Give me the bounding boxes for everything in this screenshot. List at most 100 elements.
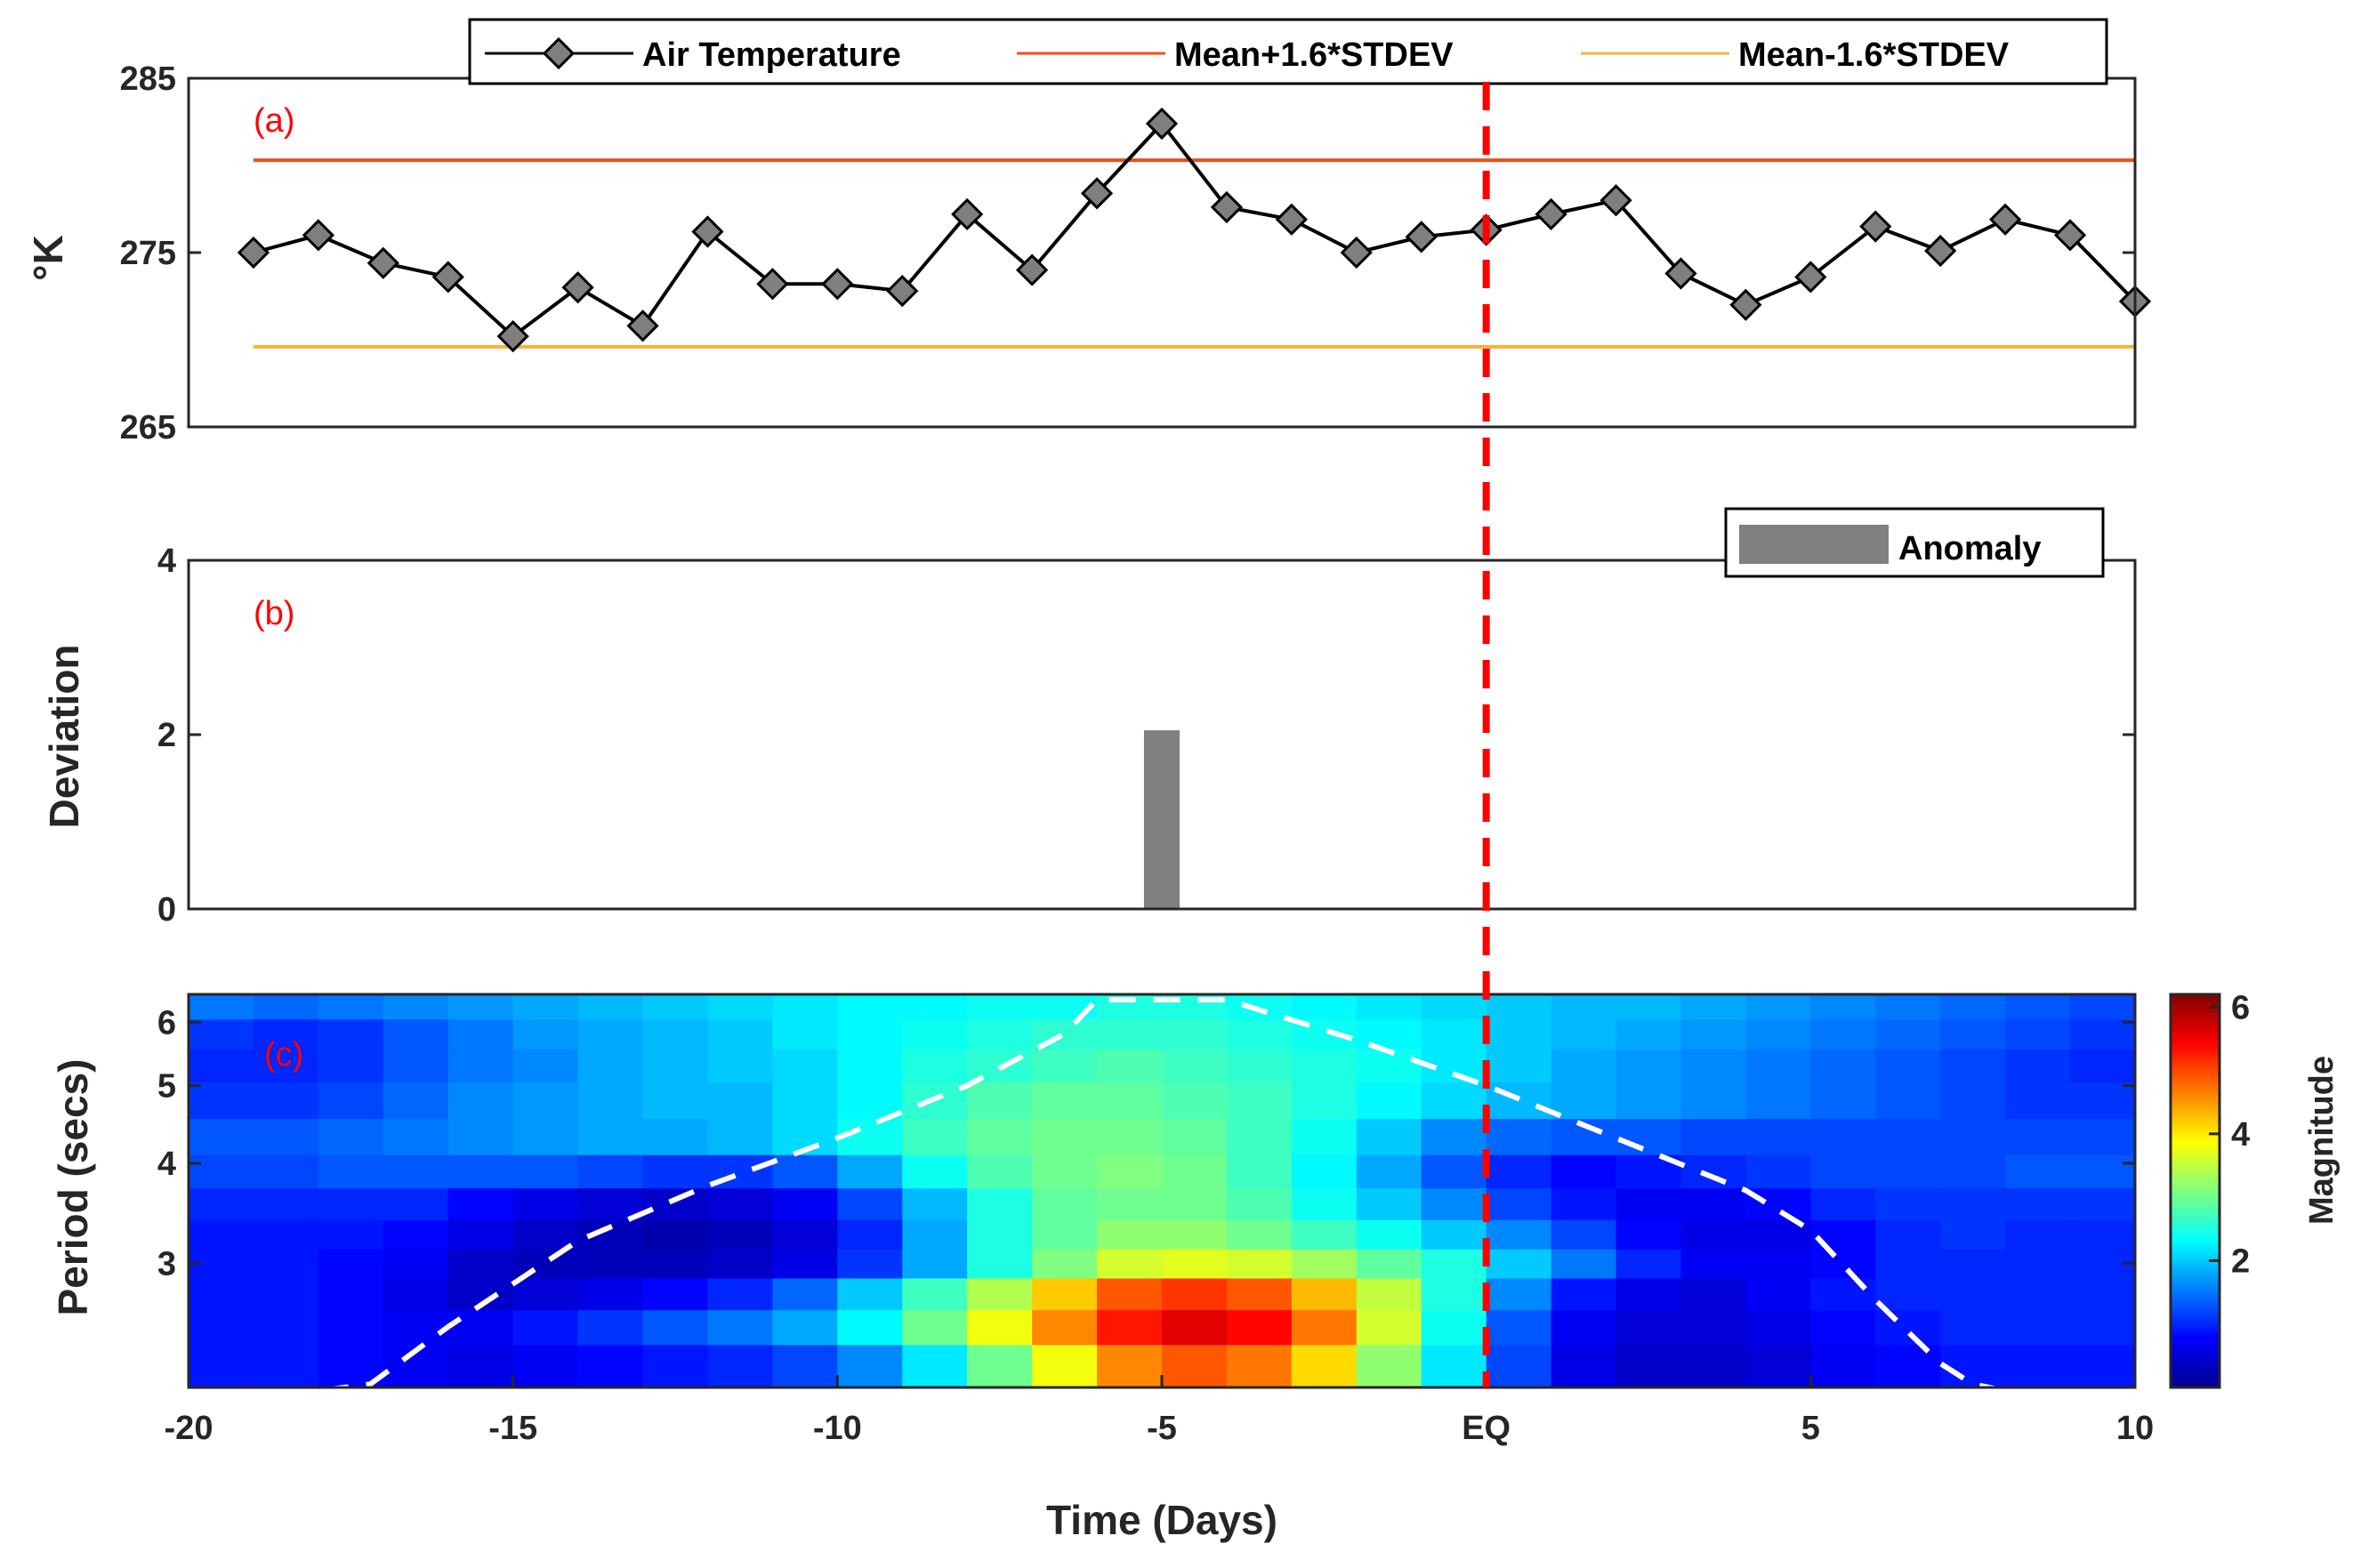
heatmap-cell (1810, 1188, 1876, 1221)
panel-a-legend: Air Temperature Mean+1.6*STDEV Mean-1.6*… (468, 18, 2108, 85)
heatmap-cell (2005, 1154, 2071, 1189)
heatmap-cell (1486, 1249, 1552, 1280)
heatmap-cell (1226, 1082, 1293, 1120)
heatmap-cell (2005, 1219, 2071, 1250)
panel-c-x-tick-label: 10 (2116, 1410, 2154, 1447)
heatmap-cell (2070, 1188, 2135, 1221)
heatmap-cell (1875, 1188, 1941, 1221)
heatmap-cell (577, 1345, 644, 1387)
legend-upper-label: Mean+1.6*STDEV (1174, 36, 1454, 74)
heatmap-cell (318, 1119, 384, 1156)
heatmap-cell (772, 1278, 838, 1311)
heatmap-cell (772, 994, 838, 1021)
panel-a-label: (a) (254, 102, 294, 140)
heatmap-cell (1940, 1310, 2006, 1347)
heatmap-cell (1032, 1188, 1098, 1221)
air-temperature-point (951, 197, 984, 231)
heatmap-cell (1032, 1154, 1098, 1189)
heatmap-cell (1875, 1278, 1941, 1311)
panel-b: 0 2 4 Deviation (b) Anomaly (41, 507, 2137, 929)
heatmap-cell (902, 1188, 968, 1221)
heatmap-cell (1940, 1154, 2006, 1189)
heatmap-cell (2070, 1219, 2135, 1250)
heatmap-cell (1745, 1188, 1811, 1221)
heatmap-cell (1097, 1219, 1163, 1250)
heatmap-cell (1421, 1345, 1487, 1387)
heatmap-cell (383, 1019, 449, 1050)
heatmap-cell (1551, 1278, 1617, 1311)
heatmap-cell (1680, 1188, 1746, 1221)
heatmap-cell (837, 1345, 903, 1387)
heatmap-cell (383, 1219, 449, 1250)
heatmap-cell (707, 1219, 773, 1250)
heatmap-cell (1616, 1278, 1682, 1311)
heatmap-cell (1940, 1082, 2006, 1120)
heatmap-cell (1616, 1188, 1682, 1221)
panel-b-y-tick-label: 2 (157, 717, 176, 754)
heatmap-cell (1356, 1249, 1422, 1280)
panel-b-label: (b) (254, 595, 294, 632)
cone-of-influence (323, 997, 2002, 1387)
air-temperature-point (1729, 288, 1762, 321)
panel-c-heatmap-cells (189, 994, 2135, 1387)
heatmap-cell (447, 1049, 514, 1083)
heatmap-cell (2005, 994, 2071, 1021)
heatmap-cell (837, 1154, 903, 1189)
heatmap-cell (2070, 1019, 2135, 1050)
heatmap-cell (642, 1219, 709, 1250)
heatmap-cell (189, 1082, 254, 1120)
colorbar-tick-label: 4 (2231, 1116, 2250, 1154)
heatmap-cell (318, 1019, 384, 1050)
legend-anomaly-swatch (1739, 525, 1889, 564)
heatmap-cell (1745, 1082, 1811, 1120)
heatmap-cell (1356, 1219, 1422, 1250)
heatmap-cell (318, 1219, 384, 1250)
panel-a-y-tick-label: 285 (120, 60, 176, 98)
heatmap-cell (189, 1049, 254, 1083)
heatmap-cell (1291, 1082, 1358, 1120)
heatmap-cell (1421, 1019, 1487, 1050)
heatmap-cell (253, 1345, 319, 1387)
heatmap-cell (1291, 1154, 1358, 1189)
heatmap-cell (1875, 1119, 1941, 1156)
panel-b-y-ticks: 0 2 4 (157, 543, 2135, 929)
heatmap-cell (1291, 1188, 1358, 1221)
heatmap-cell (707, 1345, 773, 1387)
heatmap-cell (1097, 1154, 1163, 1189)
heatmap-cell (1032, 1082, 1098, 1120)
heatmap-cell (1745, 1345, 1811, 1387)
air-temperature-line (253, 120, 2137, 339)
panel-b-y-axis-label: Deviation (41, 644, 87, 828)
heatmap-cell (1940, 1119, 2006, 1156)
heatmap-cell (1486, 1019, 1552, 1050)
heatmap-cell (1421, 1249, 1487, 1280)
heatmap-cell (1421, 1310, 1487, 1347)
air-temperature-point (1080, 177, 1114, 210)
heatmap-cell (383, 1188, 449, 1221)
air-temperature-point (367, 246, 399, 279)
panel-c-x-axis-label: Time (Days) (1046, 1497, 1277, 1543)
heatmap-cell (512, 1119, 579, 1156)
heatmap-cell (902, 1019, 968, 1050)
air-temperature-point (2053, 219, 2087, 252)
heatmap-cell (1291, 1049, 1358, 1083)
heatmap-cell (1032, 1049, 1098, 1083)
heatmap-cell (707, 1278, 773, 1311)
heatmap-cell (1875, 1049, 1941, 1083)
heatmap-cell (189, 1219, 254, 1250)
heatmap-cell (2070, 1119, 2135, 1156)
panel-b-y-tick-label: 0 (157, 891, 176, 929)
heatmap-cell (1551, 1310, 1617, 1347)
heatmap-cell (1097, 1119, 1163, 1156)
heatmap-cell (1810, 1278, 1876, 1311)
heatmap-cell (642, 1049, 709, 1083)
heatmap-cell (772, 1345, 838, 1387)
heatmap-cell (577, 1119, 644, 1156)
heatmap-cell (1680, 1119, 1746, 1156)
heatmap-cell (967, 1345, 1033, 1387)
heatmap-cell (1680, 1219, 1746, 1250)
heatmap-cell (707, 1082, 773, 1120)
panel-a-y-tick-label: 265 (120, 409, 176, 446)
heatmap-cell (1875, 1019, 1941, 1050)
